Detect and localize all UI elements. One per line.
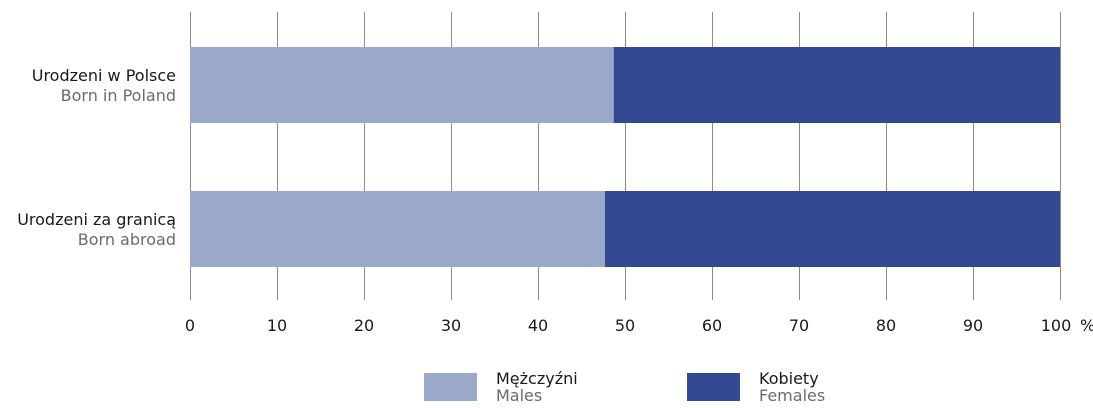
legend-sublabel-males: Males bbox=[496, 386, 543, 405]
bar-born-in-poland-females bbox=[613, 47, 1060, 123]
x-tick-label-10: 10 bbox=[267, 316, 287, 335]
category-label-born-abroad: Urodzeni za granicą bbox=[17, 210, 176, 229]
x-tick-label-70: 70 bbox=[789, 316, 809, 335]
legend-label-males: Mężczyźni bbox=[496, 369, 578, 388]
legend-swatch-females bbox=[687, 373, 740, 401]
bar-born-in-poland-males bbox=[190, 47, 614, 123]
legend-swatch-males bbox=[424, 373, 477, 401]
legend-item-males: Mężczyźni Males bbox=[424, 370, 578, 404]
legend: Mężczyźni Males Kobiety Females bbox=[0, 370, 1093, 404]
x-tick-label-100: 100 bbox=[1041, 316, 1072, 335]
x-tick-label-30: 30 bbox=[441, 316, 461, 335]
legend-label-females: Kobiety bbox=[759, 369, 819, 388]
x-tick-label-0: 0 bbox=[185, 316, 195, 335]
bar-born-abroad-males bbox=[190, 191, 605, 267]
legend-sublabel-females: Females bbox=[759, 386, 826, 405]
x-tick-label-40: 40 bbox=[528, 316, 548, 335]
category-sublabel-born-abroad: Born abroad bbox=[78, 230, 176, 249]
x-tick-label-90: 90 bbox=[963, 316, 983, 335]
x-tick-label-20: 20 bbox=[354, 316, 374, 335]
x-axis-unit: % bbox=[1080, 316, 1093, 335]
x-tick-label-80: 80 bbox=[876, 316, 896, 335]
bar-born-abroad-females bbox=[604, 191, 1060, 267]
x-tick-label-60: 60 bbox=[702, 316, 722, 335]
x-tick-label-50: 50 bbox=[615, 316, 635, 335]
category-sublabel-born-in-poland: Born in Poland bbox=[61, 86, 176, 105]
category-label-born-in-poland: Urodzeni w Polsce bbox=[32, 66, 176, 85]
legend-item-females: Kobiety Females bbox=[687, 370, 825, 404]
